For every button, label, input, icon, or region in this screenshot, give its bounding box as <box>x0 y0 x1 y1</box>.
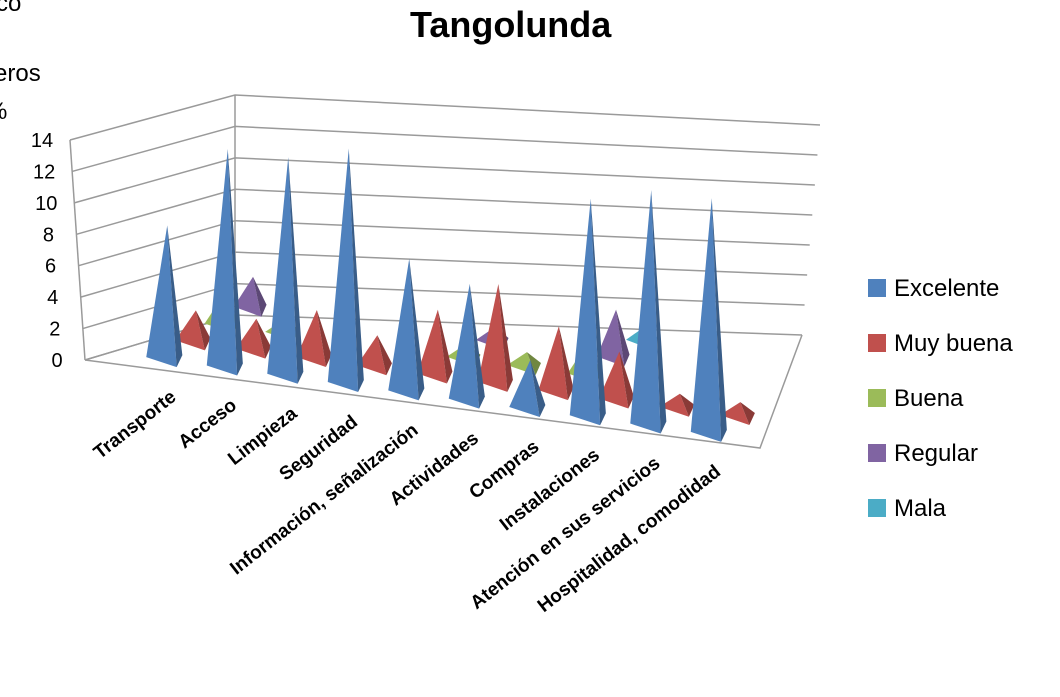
y-tick-label: 6 <box>45 256 56 278</box>
legend-swatch <box>868 334 886 352</box>
corner-text-2: eros <box>0 60 41 87</box>
pyramid-face <box>477 284 508 392</box>
floor <box>84 334 803 449</box>
pyramid-side <box>619 351 634 409</box>
pyramid-side <box>288 157 304 384</box>
category-label: Transporte <box>90 387 180 464</box>
legend-swatch <box>868 279 886 297</box>
pyramid-face <box>388 258 419 401</box>
pyramid-face <box>569 198 601 426</box>
legend-label: Regular <box>894 440 978 467</box>
category-label: Acceso <box>175 395 241 453</box>
gridline <box>74 157 815 204</box>
pyramid-face <box>267 157 298 384</box>
y-tick-label: 10 <box>35 193 57 215</box>
gridline <box>76 188 813 236</box>
legend-swatch <box>868 499 886 517</box>
pyramid-face <box>509 360 540 417</box>
gridline <box>80 251 808 298</box>
pyramid-face <box>659 393 689 417</box>
pyramid-side <box>616 309 630 367</box>
gridline <box>71 125 818 173</box>
pyramid-side <box>316 310 332 367</box>
pyramid-face <box>690 198 722 442</box>
pyramid-face <box>538 326 568 401</box>
pyramid-face <box>296 310 326 367</box>
pyramid-face <box>719 402 750 426</box>
pyramid-face <box>448 283 480 409</box>
legend-label: Buena <box>894 385 964 412</box>
legend-label: Mala <box>894 495 947 522</box>
y-tick-label: 14 <box>31 130 53 152</box>
axis-left <box>69 139 86 361</box>
pyramid-face <box>417 309 447 384</box>
pyramid-side <box>256 318 271 359</box>
corner-text-1: co <box>0 0 22 17</box>
pyramid-side <box>530 360 546 417</box>
pyramid-side <box>167 225 183 368</box>
pyramid-side <box>377 335 392 376</box>
pyramid-face <box>356 335 387 376</box>
legend-swatch <box>868 444 886 462</box>
pyramid-side <box>469 283 485 409</box>
pyramid-side <box>651 189 667 434</box>
y-tick-label: 12 <box>33 161 55 183</box>
pyramid-side <box>740 402 755 426</box>
pyramid-side <box>679 393 695 417</box>
pyramid-side <box>348 148 364 393</box>
legend-label: Muy buena <box>894 330 1013 357</box>
pyramid-face <box>327 148 359 393</box>
y-tick-label: 4 <box>47 287 58 309</box>
pyramid-side <box>526 352 541 376</box>
pyramid-side <box>437 309 453 384</box>
y-tick-label: 0 <box>51 350 62 372</box>
pyramid-side <box>195 310 211 351</box>
pyramid-face <box>146 225 177 368</box>
pyramid-face <box>598 351 629 409</box>
pyramid-face <box>206 148 238 376</box>
gridline <box>69 94 821 141</box>
legend-swatch <box>868 389 886 407</box>
pyramid-side <box>558 326 574 401</box>
pyramid-side <box>253 276 267 317</box>
gridline <box>78 219 810 267</box>
pyramid-side <box>498 284 513 392</box>
pyramid-face <box>630 189 661 434</box>
legend-label: Excelente <box>894 275 999 302</box>
pyramid-face <box>175 310 205 351</box>
pyramid-face <box>233 276 262 317</box>
pyramid-side <box>409 258 425 401</box>
y-tick-label: 2 <box>49 319 60 341</box>
chart-title: Tangolunda <box>410 4 612 45</box>
pyramid-side <box>711 198 727 442</box>
corner-text-3: % <box>0 98 7 126</box>
pyramid-face <box>235 318 266 359</box>
pyramid-side <box>590 198 606 426</box>
pyramid-side <box>227 148 243 376</box>
y-tick-label: 8 <box>43 224 54 246</box>
pyramid-face <box>596 309 625 367</box>
